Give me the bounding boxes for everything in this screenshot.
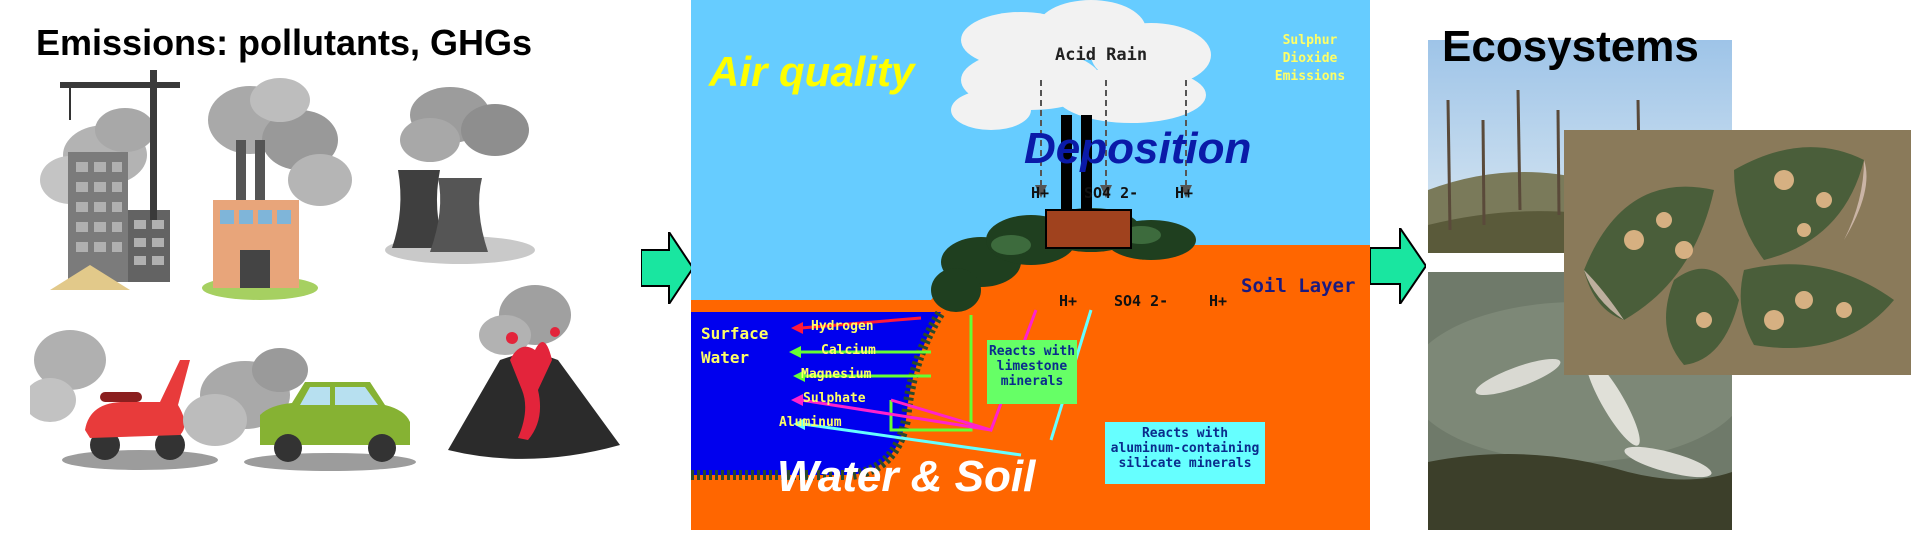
ecosystems-title: Ecosystems [1442,22,1699,71]
so2-line-3: Emissions [1274,69,1346,84]
water-soil-label: Water & Soil [777,452,1036,501]
flow-arrow-2 [1370,228,1426,304]
sky-ion-1: H+ [1031,184,1050,202]
aluminum-note-line-3: silicate minerals [1118,456,1252,471]
scooter-icon [30,330,218,470]
sky-ion-3: H+ [1175,184,1194,202]
surface-water-label: Surface Water [701,322,768,370]
aluminum-note-line-2: aluminum-containing [1110,441,1260,456]
volcano-icon [448,285,620,459]
acid-rain-diagram: Air quality Deposition Water & Soil Acid… [691,0,1370,530]
so2-line-1: Sulphur [1282,33,1338,48]
released-sulphate: Sulphate [803,391,866,406]
limestone-note: Reacts with limestone minerals [987,340,1077,404]
cooling-tower-icon [385,87,535,264]
soil-ion-2: SO4 2- [1114,292,1169,310]
acid-rain-label: Acid Rain [1055,45,1148,65]
flow-arrow-1 [641,232,693,304]
surface-water-line-2: Water [701,348,750,367]
limestone-note-line-1: Reacts with [988,344,1076,359]
building-crane-icon [40,70,180,290]
cloud-icon [951,0,1211,130]
released-aluminum: Aluminum [779,415,842,430]
released-calcium: Calcium [821,343,876,358]
emissions-illustrations [30,70,620,471]
released-hydrogen: Hydrogen [811,319,874,334]
car-icon [183,348,416,471]
deposition-label: Deposition [1024,124,1252,173]
factory-icon [202,78,352,300]
soil-layer-label: Soil Layer [1241,275,1356,297]
surface-water-line-1: Surface [701,324,769,343]
damaged-leaves-photo [1564,130,1911,375]
released-magnesium: Magnesium [801,367,872,382]
smokestack-icon [1045,115,1132,249]
soil-ion-1: H+ [1059,292,1078,310]
so2-line-2: Dioxide [1282,51,1338,66]
soil-ion-3: H+ [1209,292,1228,310]
sky-ion-2: SO4 2- [1084,184,1139,202]
limestone-note-line-2: limestone [996,359,1068,374]
so2-emissions-label: Sulphur Dioxide Emissions [1265,32,1355,86]
air-quality-label: Air quality [709,48,915,95]
aluminum-note-line-1: Reacts with [1141,426,1229,441]
aluminum-note: Reacts with aluminum-containing silicate… [1105,422,1265,484]
limestone-note-line-3: minerals [1000,374,1064,389]
emissions-title: Emissions: pollutants, GHGs [36,22,533,63]
